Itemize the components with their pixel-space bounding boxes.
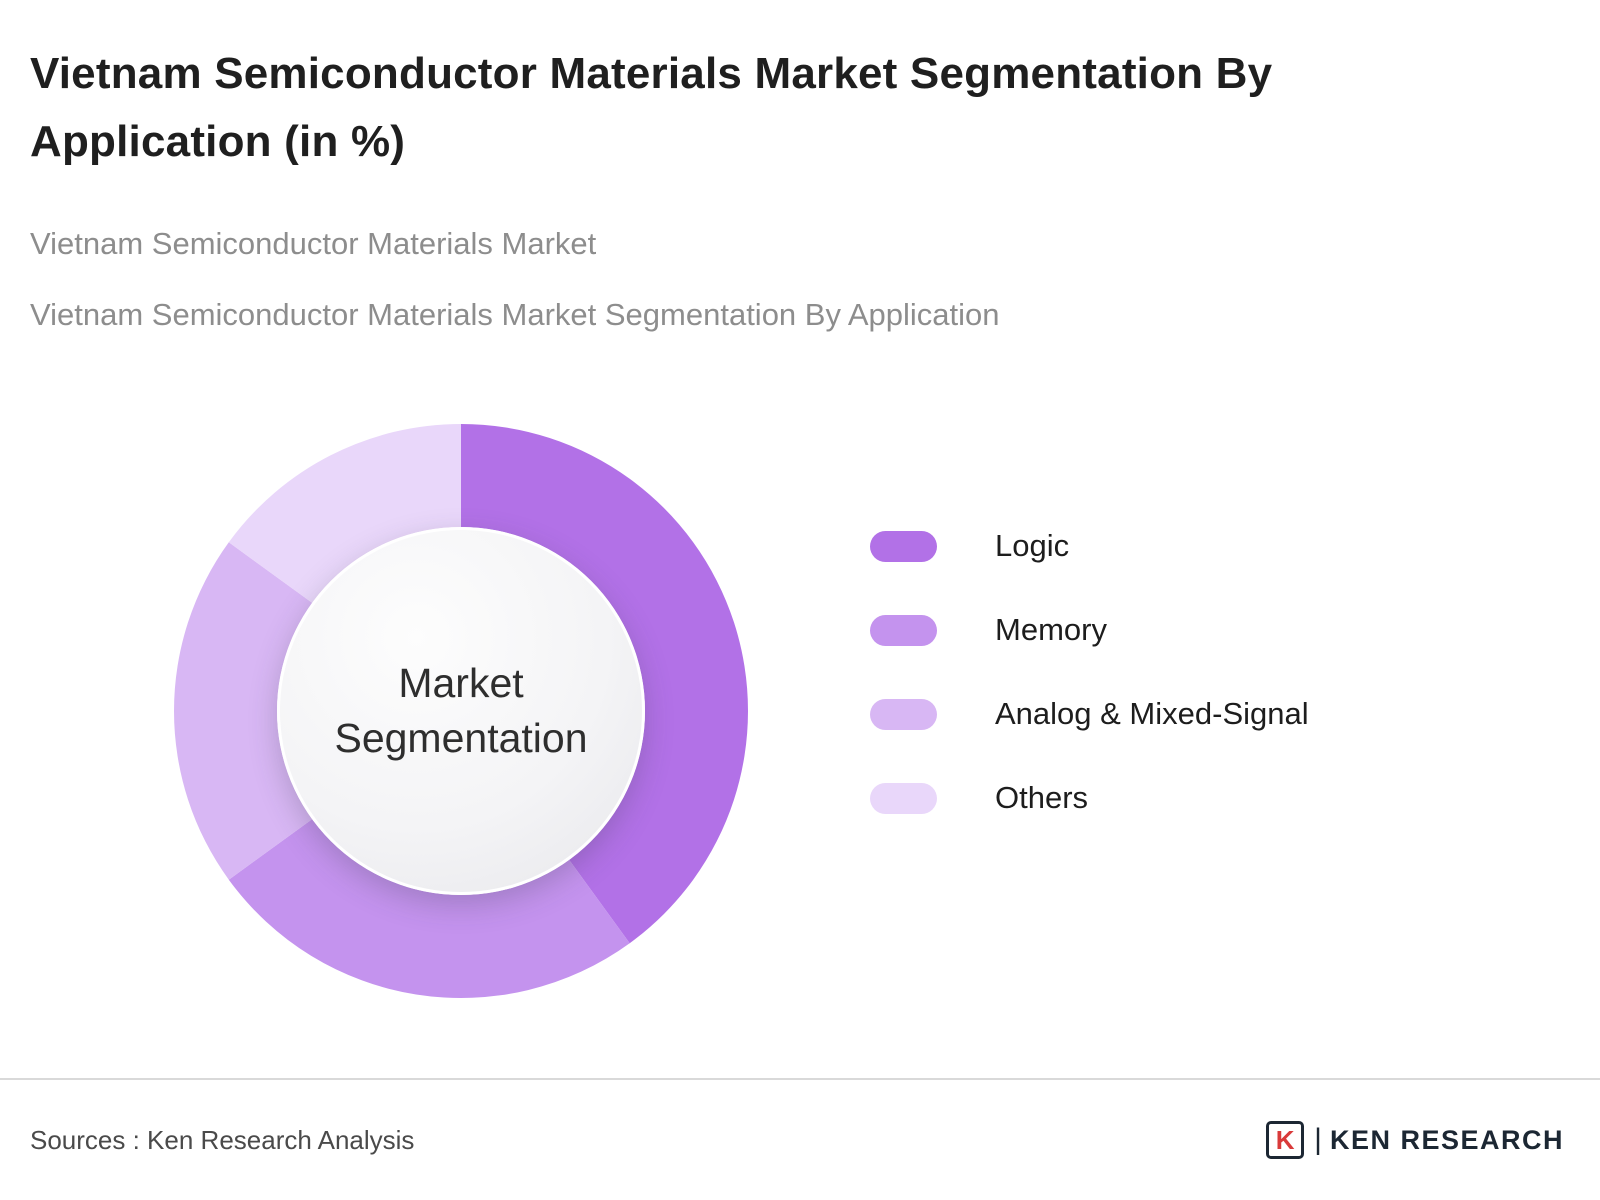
subtitle-market: Vietnam Semiconductor Materials Market <box>30 226 597 262</box>
legend-label: Others <box>995 780 1089 815</box>
donut-slice-others <box>228 424 461 605</box>
ken-research-logo: K | KEN RESEARCH <box>1266 1121 1564 1159</box>
logo-separator: | <box>1314 1123 1322 1156</box>
donut-center-label: Market Segmentation <box>334 659 588 761</box>
legend-label: Memory <box>995 612 1107 647</box>
legend-label: Analog & Mixed-Signal <box>995 696 1309 731</box>
logo-k-icon: K <box>1266 1121 1305 1159</box>
legend-swatch <box>870 782 937 814</box>
donut-chart: Market Segmentation <box>172 422 750 1000</box>
donut-svg <box>173 424 748 998</box>
legend-swatch <box>870 698 937 730</box>
donut-center: Market Segmentation <box>277 527 645 895</box>
legend-item: Analog & Mixed-Signal <box>870 696 1309 731</box>
legend-label: Logic <box>995 528 1070 563</box>
legend-item: Memory <box>870 612 1309 647</box>
legend-swatch <box>870 614 937 646</box>
header: Vietnam Semiconductor Materials Market S… <box>30 40 1550 335</box>
logo-text: KEN RESEARCH <box>1329 1124 1564 1155</box>
legend-item: Others <box>870 780 1309 815</box>
logo-k-letter: K <box>1275 1125 1295 1155</box>
donut-slice-logic <box>461 424 748 944</box>
chart-area: Market Segmentation Logic Memory Analog & … <box>0 400 1600 1040</box>
source-text: Sources : Ken Research Analysis <box>30 1124 415 1155</box>
legend-item: Logic <box>870 528 1309 563</box>
donut-slice-memory <box>228 817 630 998</box>
footer: Sources : Ken Research Analysis K | KEN … <box>0 1078 1600 1200</box>
page-title: Vietnam Semiconductor Materials Market S… <box>30 49 1273 167</box>
legend: Logic Memory Analog & Mixed-Signal Others <box>870 528 1309 866</box>
subtitle-segmentation: Vietnam Semiconductor Materials Market S… <box>30 296 1000 332</box>
donut-slice-analog-mixed-signal <box>173 542 314 880</box>
legend-swatch <box>870 530 937 562</box>
